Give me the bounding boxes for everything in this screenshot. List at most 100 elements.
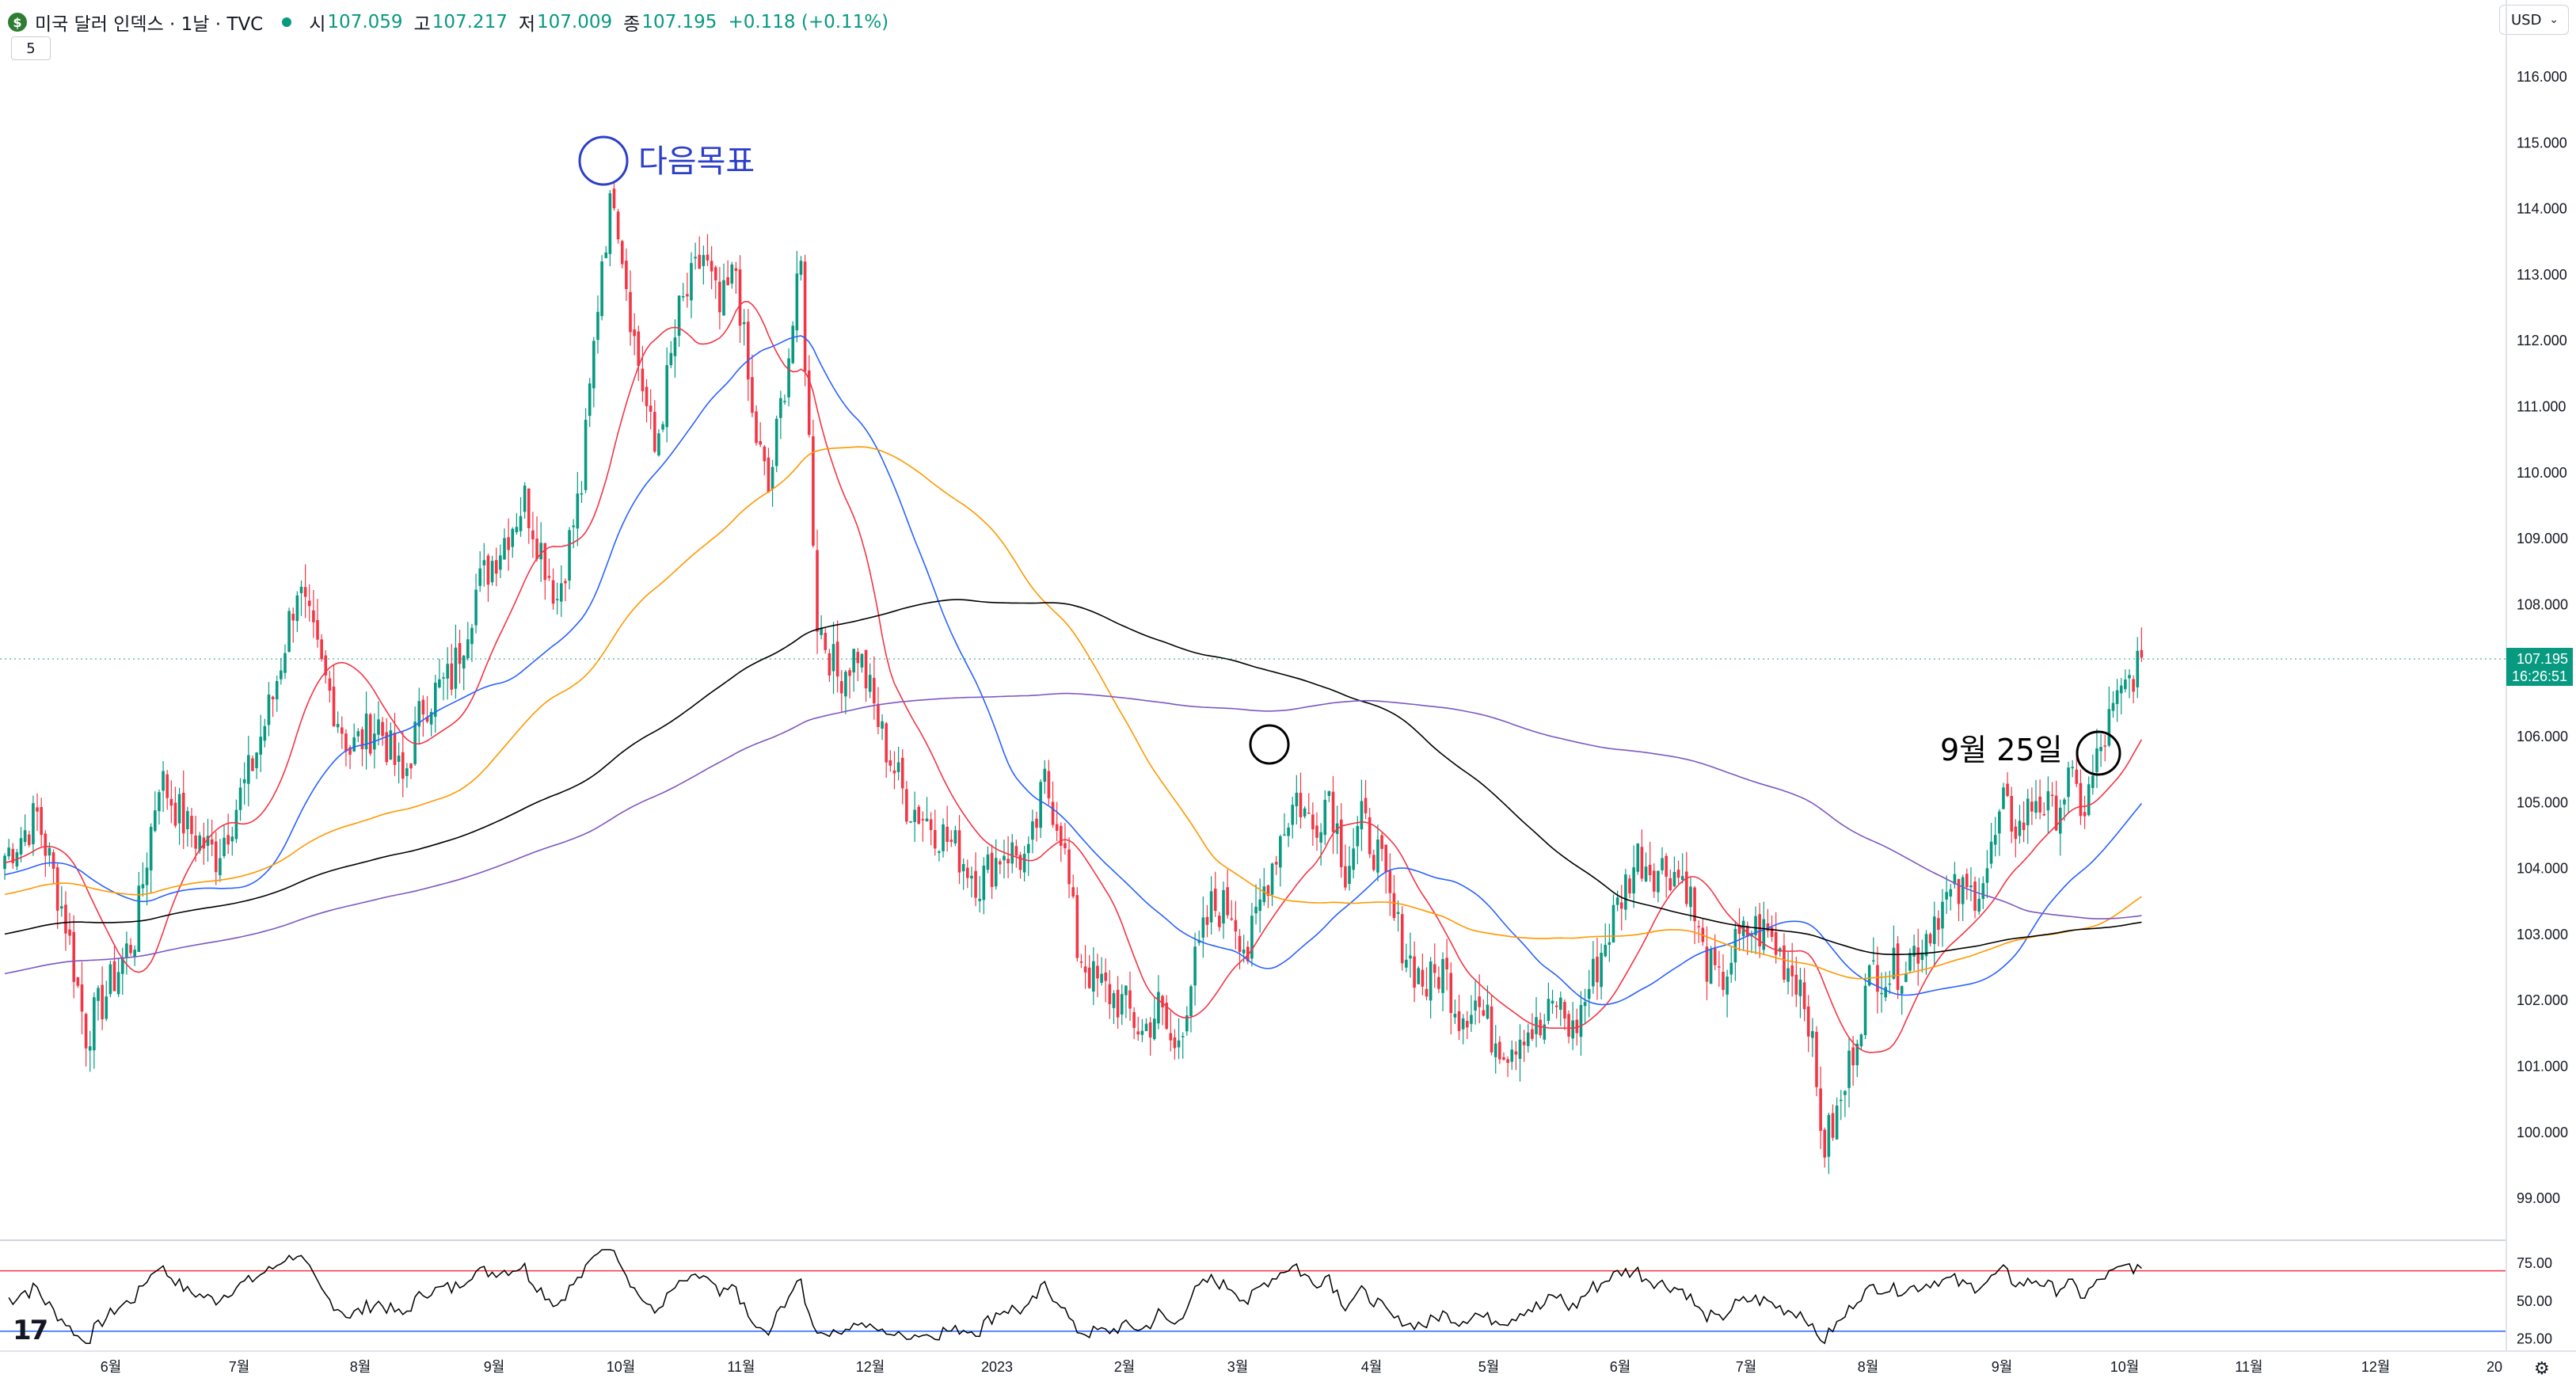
candle-body xyxy=(1766,923,1770,931)
time-tick-label: 7월 xyxy=(1736,1359,1757,1375)
candle-body xyxy=(1079,961,1083,963)
candle-body xyxy=(275,680,279,699)
currency-selector[interactable]: USD ⌄ xyxy=(2499,5,2569,35)
candle-body xyxy=(1096,965,1099,979)
candle-body xyxy=(1222,889,1225,924)
candle-body xyxy=(1445,958,1448,970)
candle-body xyxy=(1669,878,1672,891)
time-axis[interactable]: 6월 7월 8월 9월 10월 11월 12월 2023 2월 3월 4월 5월 6월 7월 8월 9월 10월… xyxy=(101,1359,2502,1375)
candle-body xyxy=(1071,887,1075,897)
candle-body xyxy=(1148,1022,1152,1038)
close-value: 107.195 xyxy=(641,12,717,32)
candle-body xyxy=(896,762,900,772)
candle-body xyxy=(1339,819,1343,867)
time-tick-label: 20 xyxy=(2487,1359,2502,1375)
candle-body xyxy=(1762,919,1766,950)
price-tick-label: 109.000 xyxy=(2517,531,2568,546)
candle-body xyxy=(1242,949,1246,954)
candle-body xyxy=(1502,1056,1505,1060)
low-label: 저 xyxy=(518,14,536,35)
candle-body xyxy=(458,643,462,664)
candle-body xyxy=(1315,825,1318,838)
rsi-axis[interactable]: 75.00 50.00 25.00 xyxy=(2517,1255,2552,1346)
candle-body xyxy=(120,958,124,974)
candle-body xyxy=(316,619,319,640)
candle-body xyxy=(742,322,746,325)
candle-body xyxy=(1937,918,1940,931)
candle-body xyxy=(429,711,433,725)
candle-body xyxy=(158,792,161,812)
candle-body xyxy=(722,280,725,316)
candle-body xyxy=(986,854,990,870)
candle-body xyxy=(588,383,592,417)
time-tick-label: 8월 xyxy=(350,1359,371,1375)
candle-body xyxy=(242,779,246,783)
last-price-value: 107.195 xyxy=(2517,651,2568,667)
tradingview-logo[interactable]: 17 xyxy=(13,1315,48,1346)
candle-body xyxy=(1993,835,1997,845)
candle-body xyxy=(738,269,742,326)
candle-body xyxy=(946,826,949,843)
interval-badge[interactable]: 5 xyxy=(11,36,51,60)
dollar-sign-icon[interactable]: $ xyxy=(8,13,27,32)
candle-body xyxy=(1173,1037,1177,1049)
candle-body xyxy=(1872,960,1875,962)
candle-body xyxy=(1859,1034,1863,1047)
candle-body xyxy=(381,721,384,737)
candle-body xyxy=(1554,1005,1558,1007)
candle-body xyxy=(1648,864,1652,876)
time-tick-label: 4월 xyxy=(1361,1359,1383,1375)
candle-body xyxy=(1400,914,1404,964)
candle-body xyxy=(702,255,706,266)
price-tick-label: 99.000 xyxy=(2517,1190,2560,1206)
candle-body xyxy=(572,525,575,527)
candle-body xyxy=(60,906,63,909)
candle-body xyxy=(145,867,149,885)
candle-body xyxy=(2042,814,2046,816)
candle-body xyxy=(1611,904,1615,943)
gear-icon[interactable]: ⚙ xyxy=(2534,1359,2550,1379)
candle-body xyxy=(482,560,486,565)
candle-body xyxy=(812,436,815,546)
candle-body xyxy=(2091,775,2095,789)
price-axis[interactable]: 116.000 115.000 114.000 113.000 112.000 111.0… xyxy=(2517,69,2568,1206)
candle-body xyxy=(1234,919,1238,932)
candle-body xyxy=(413,721,417,764)
candle-body xyxy=(713,267,717,280)
candle-body xyxy=(1758,914,1761,946)
moving-average-line xyxy=(4,599,2142,955)
candle-body xyxy=(1880,992,1883,995)
candle-body xyxy=(198,835,202,851)
candle-body xyxy=(1977,898,1981,912)
candle-body xyxy=(1226,887,1229,916)
candle-body xyxy=(596,311,599,341)
time-tick-label: 8월 xyxy=(1858,1359,1879,1375)
candle-body xyxy=(64,904,67,934)
candles-layer xyxy=(3,181,2144,1175)
candle-body xyxy=(1453,1014,1457,1018)
candle-body xyxy=(771,466,774,489)
candle-body xyxy=(1331,791,1335,832)
candle-body xyxy=(1291,805,1295,825)
candle-body xyxy=(267,694,271,725)
candle-body xyxy=(499,555,502,570)
symbol-title[interactable]: 미국 달러 인덱스 · 1날 · TVC xyxy=(35,14,264,35)
candle-body xyxy=(1413,956,1416,988)
candle-body xyxy=(1039,782,1042,828)
candle-body xyxy=(547,576,551,578)
candle-body xyxy=(1600,953,1603,988)
candle-body xyxy=(1961,877,1965,904)
candle-body xyxy=(368,714,372,754)
candle-body xyxy=(1827,1114,1831,1157)
candle-body xyxy=(1185,1015,1189,1032)
high-label: 고 xyxy=(413,14,431,35)
candle-body xyxy=(1636,843,1640,872)
candle-body xyxy=(466,639,470,659)
candle-body xyxy=(1283,834,1286,836)
candle-body xyxy=(2079,782,2083,817)
candle-body xyxy=(868,675,872,692)
candle-body xyxy=(1718,966,1721,968)
candle-body xyxy=(474,589,478,626)
candle-body xyxy=(645,386,649,406)
